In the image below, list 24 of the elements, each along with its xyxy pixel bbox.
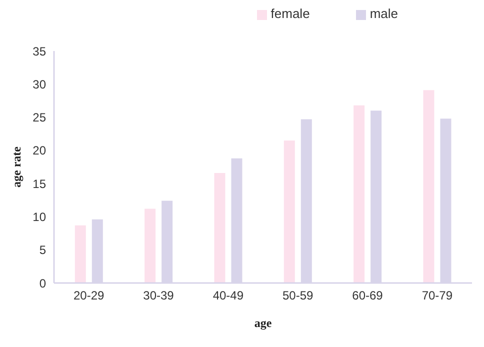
x-tick-label: 70-79 — [422, 288, 453, 303]
y-tick-label: 5 — [39, 243, 46, 258]
y-tick-label: 0 — [39, 276, 46, 290]
x-tick-label: 20-29 — [73, 288, 104, 303]
bar — [214, 172, 226, 283]
bar — [74, 225, 86, 283]
x-tick-label: 60-69 — [352, 288, 384, 303]
x-tick-label: 40-49 — [212, 288, 244, 303]
y-tick-label: 20 — [32, 144, 46, 158]
y-tick-label: 10 — [32, 210, 46, 224]
bar — [284, 140, 295, 283]
legend-label: female — [270, 6, 310, 21]
y-tick-label: 30 — [32, 77, 46, 92]
x-axis-title: age — [254, 316, 272, 330]
y-axis-title: age rate — [9, 146, 24, 188]
bar — [423, 90, 434, 283]
y-tick-label: 35 — [32, 44, 46, 58]
x-tick-label: 30-39 — [143, 288, 174, 303]
bar — [144, 208, 156, 283]
bar — [354, 105, 365, 283]
x-tick-label: 50-59 — [282, 288, 314, 303]
y-tick-label: 25 — [32, 110, 46, 125]
y-tick-label: 15 — [32, 176, 46, 191]
legend-label: male — [370, 6, 398, 21]
